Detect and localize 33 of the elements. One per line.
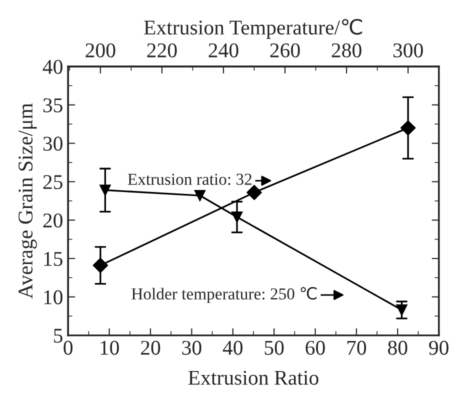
annotation: Extrusion ratio: 32 [128,174,252,185]
x-axis-title: Extrusion Ratio [188,370,318,385]
x-tick-label: 20 [140,340,160,355]
x2-tick-label: 240 [208,43,238,58]
x-tick-label: 70 [347,340,366,355]
y-tick-label: 5 [54,328,62,343]
y-tick-label: 10 [44,290,62,304]
x-tick-label: 40 [222,340,242,355]
x-tick-label: 0 [64,340,73,355]
x2-tick-label: 280 [332,43,362,58]
x-tick-label: 60 [306,340,325,355]
point [100,184,111,196]
x-tick-label: 50 [264,340,284,355]
x-tick-label: 80 [388,340,408,355]
x2-axis-title: Extrusion Temperature/℃ [144,18,362,39]
x2-tick-label: 300 [393,43,423,58]
y-tick-label: 30 [43,136,62,151]
x-tick-label: 30 [182,340,202,355]
y-tick-label: 35 [43,98,62,112]
point [194,190,206,202]
x2-tick-label: 220 [147,43,177,58]
point [396,304,408,316]
x-tick-label: 90 [429,340,448,355]
point [231,211,243,223]
y-axis-title: Average Grain Size/μm [18,103,37,299]
x-tick-label: 10 [100,340,119,355]
x2-tick-label: 260 [270,43,300,58]
annotation: Holder temperature: 250 ℃ [132,287,317,303]
y-tick-label: 25 [43,175,62,190]
x2-tick-label: 200 [86,43,116,58]
y-tick-label: 15 [44,252,62,266]
y-tick-label: 40 [42,60,62,74]
y-tick-label: 20 [43,213,62,228]
